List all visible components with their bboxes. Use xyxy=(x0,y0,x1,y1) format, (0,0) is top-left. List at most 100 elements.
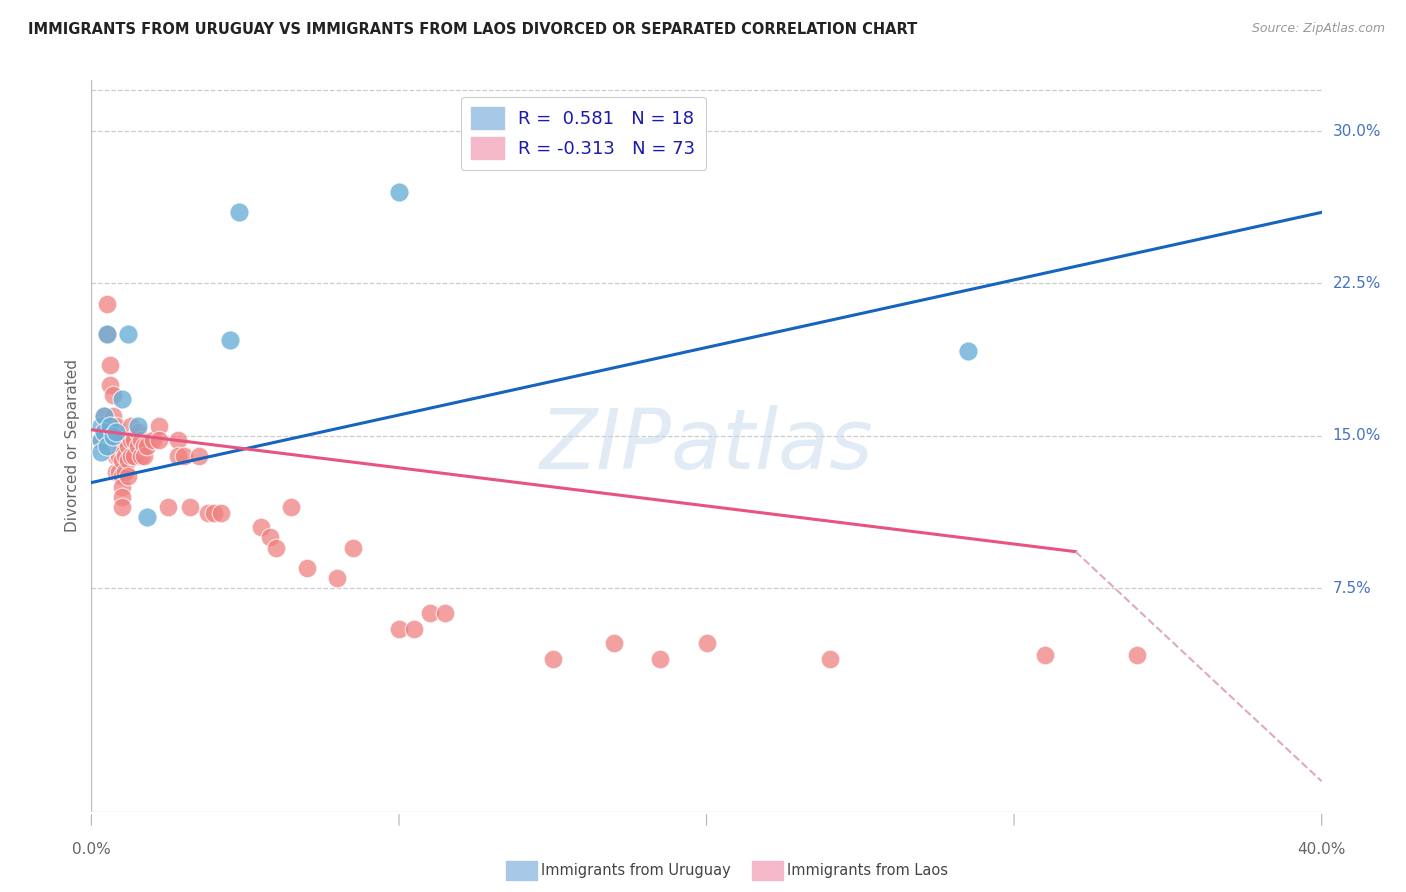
Point xyxy=(124,433,146,447)
Point xyxy=(101,433,124,447)
Point xyxy=(434,606,457,620)
Point xyxy=(280,500,302,514)
Point xyxy=(98,418,121,433)
Point xyxy=(111,453,134,467)
Point xyxy=(96,297,118,311)
Text: 15.0%: 15.0% xyxy=(1333,428,1381,443)
Point xyxy=(105,425,127,439)
Point xyxy=(388,622,411,636)
Point xyxy=(127,418,149,433)
Point xyxy=(108,449,131,463)
Point xyxy=(101,388,124,402)
Text: 7.5%: 7.5% xyxy=(1333,581,1371,596)
Point xyxy=(148,418,170,433)
Point xyxy=(90,418,112,433)
Point xyxy=(117,439,139,453)
Point xyxy=(90,433,112,447)
Point xyxy=(124,449,146,463)
Point xyxy=(105,466,127,480)
Point xyxy=(114,466,136,480)
Point xyxy=(541,652,564,666)
Point xyxy=(96,439,118,453)
Point xyxy=(142,433,165,447)
Text: Immigrants from Uruguay: Immigrants from Uruguay xyxy=(541,863,731,878)
Point xyxy=(1126,648,1149,663)
Point xyxy=(157,500,180,514)
Point xyxy=(603,636,626,650)
Point xyxy=(202,506,225,520)
Point xyxy=(101,409,124,423)
Point xyxy=(117,453,139,467)
Point xyxy=(650,652,672,666)
Point xyxy=(179,500,201,514)
Point xyxy=(135,439,157,453)
Point xyxy=(90,445,112,459)
Point xyxy=(96,327,118,342)
Point xyxy=(108,433,131,447)
Point xyxy=(404,622,426,636)
Point xyxy=(696,636,718,650)
Point xyxy=(264,541,287,555)
Y-axis label: Divorced or Separated: Divorced or Separated xyxy=(65,359,80,533)
Point xyxy=(127,439,149,453)
Point xyxy=(228,205,250,219)
Point xyxy=(111,392,134,407)
Point xyxy=(114,433,136,447)
Point xyxy=(111,480,134,494)
Point xyxy=(108,466,131,480)
Point xyxy=(1033,648,1056,663)
Point xyxy=(135,510,157,524)
Point xyxy=(114,449,136,463)
Point xyxy=(388,185,411,199)
Point xyxy=(166,449,188,463)
Point xyxy=(101,418,124,433)
Point xyxy=(818,652,841,666)
Point xyxy=(295,561,318,575)
Point xyxy=(120,449,142,463)
Text: 0.0%: 0.0% xyxy=(72,842,111,857)
Point xyxy=(419,606,441,620)
Point xyxy=(111,490,134,504)
Point xyxy=(326,571,349,585)
Point xyxy=(197,506,219,520)
Point xyxy=(93,409,115,423)
Point xyxy=(132,449,155,463)
Text: Immigrants from Laos: Immigrants from Laos xyxy=(787,863,949,878)
Point xyxy=(105,433,127,447)
Point xyxy=(129,433,152,447)
Point xyxy=(90,433,112,447)
Point xyxy=(105,418,127,433)
Point xyxy=(148,433,170,447)
Point xyxy=(96,327,118,342)
Point xyxy=(111,469,134,483)
Legend: R =  0.581   N = 18, R = -0.313   N = 73: R = 0.581 N = 18, R = -0.313 N = 73 xyxy=(461,96,706,169)
Point xyxy=(249,520,271,534)
Point xyxy=(188,449,211,463)
Point xyxy=(209,506,232,520)
Point xyxy=(101,429,124,443)
Point xyxy=(111,439,134,453)
Point xyxy=(117,327,139,342)
Point xyxy=(98,378,121,392)
Point xyxy=(218,334,240,348)
Point xyxy=(117,469,139,483)
Point xyxy=(342,541,364,555)
Point xyxy=(120,418,142,433)
Text: ZIPatlas: ZIPatlas xyxy=(540,406,873,486)
Point xyxy=(120,433,142,447)
Text: 30.0%: 30.0% xyxy=(1333,124,1381,138)
Text: 40.0%: 40.0% xyxy=(1298,842,1346,857)
Point xyxy=(93,425,115,439)
Point xyxy=(127,425,149,439)
Text: Source: ZipAtlas.com: Source: ZipAtlas.com xyxy=(1251,22,1385,36)
Point xyxy=(956,343,979,358)
Point xyxy=(166,433,188,447)
Text: IMMIGRANTS FROM URUGUAY VS IMMIGRANTS FROM LAOS DIVORCED OR SEPARATED CORRELATIO: IMMIGRANTS FROM URUGUAY VS IMMIGRANTS FR… xyxy=(28,22,917,37)
Point xyxy=(98,358,121,372)
Point xyxy=(93,409,115,423)
Point xyxy=(93,425,115,439)
Point xyxy=(132,439,155,453)
Text: 22.5%: 22.5% xyxy=(1333,276,1381,291)
Point xyxy=(129,449,152,463)
Point xyxy=(259,530,281,544)
